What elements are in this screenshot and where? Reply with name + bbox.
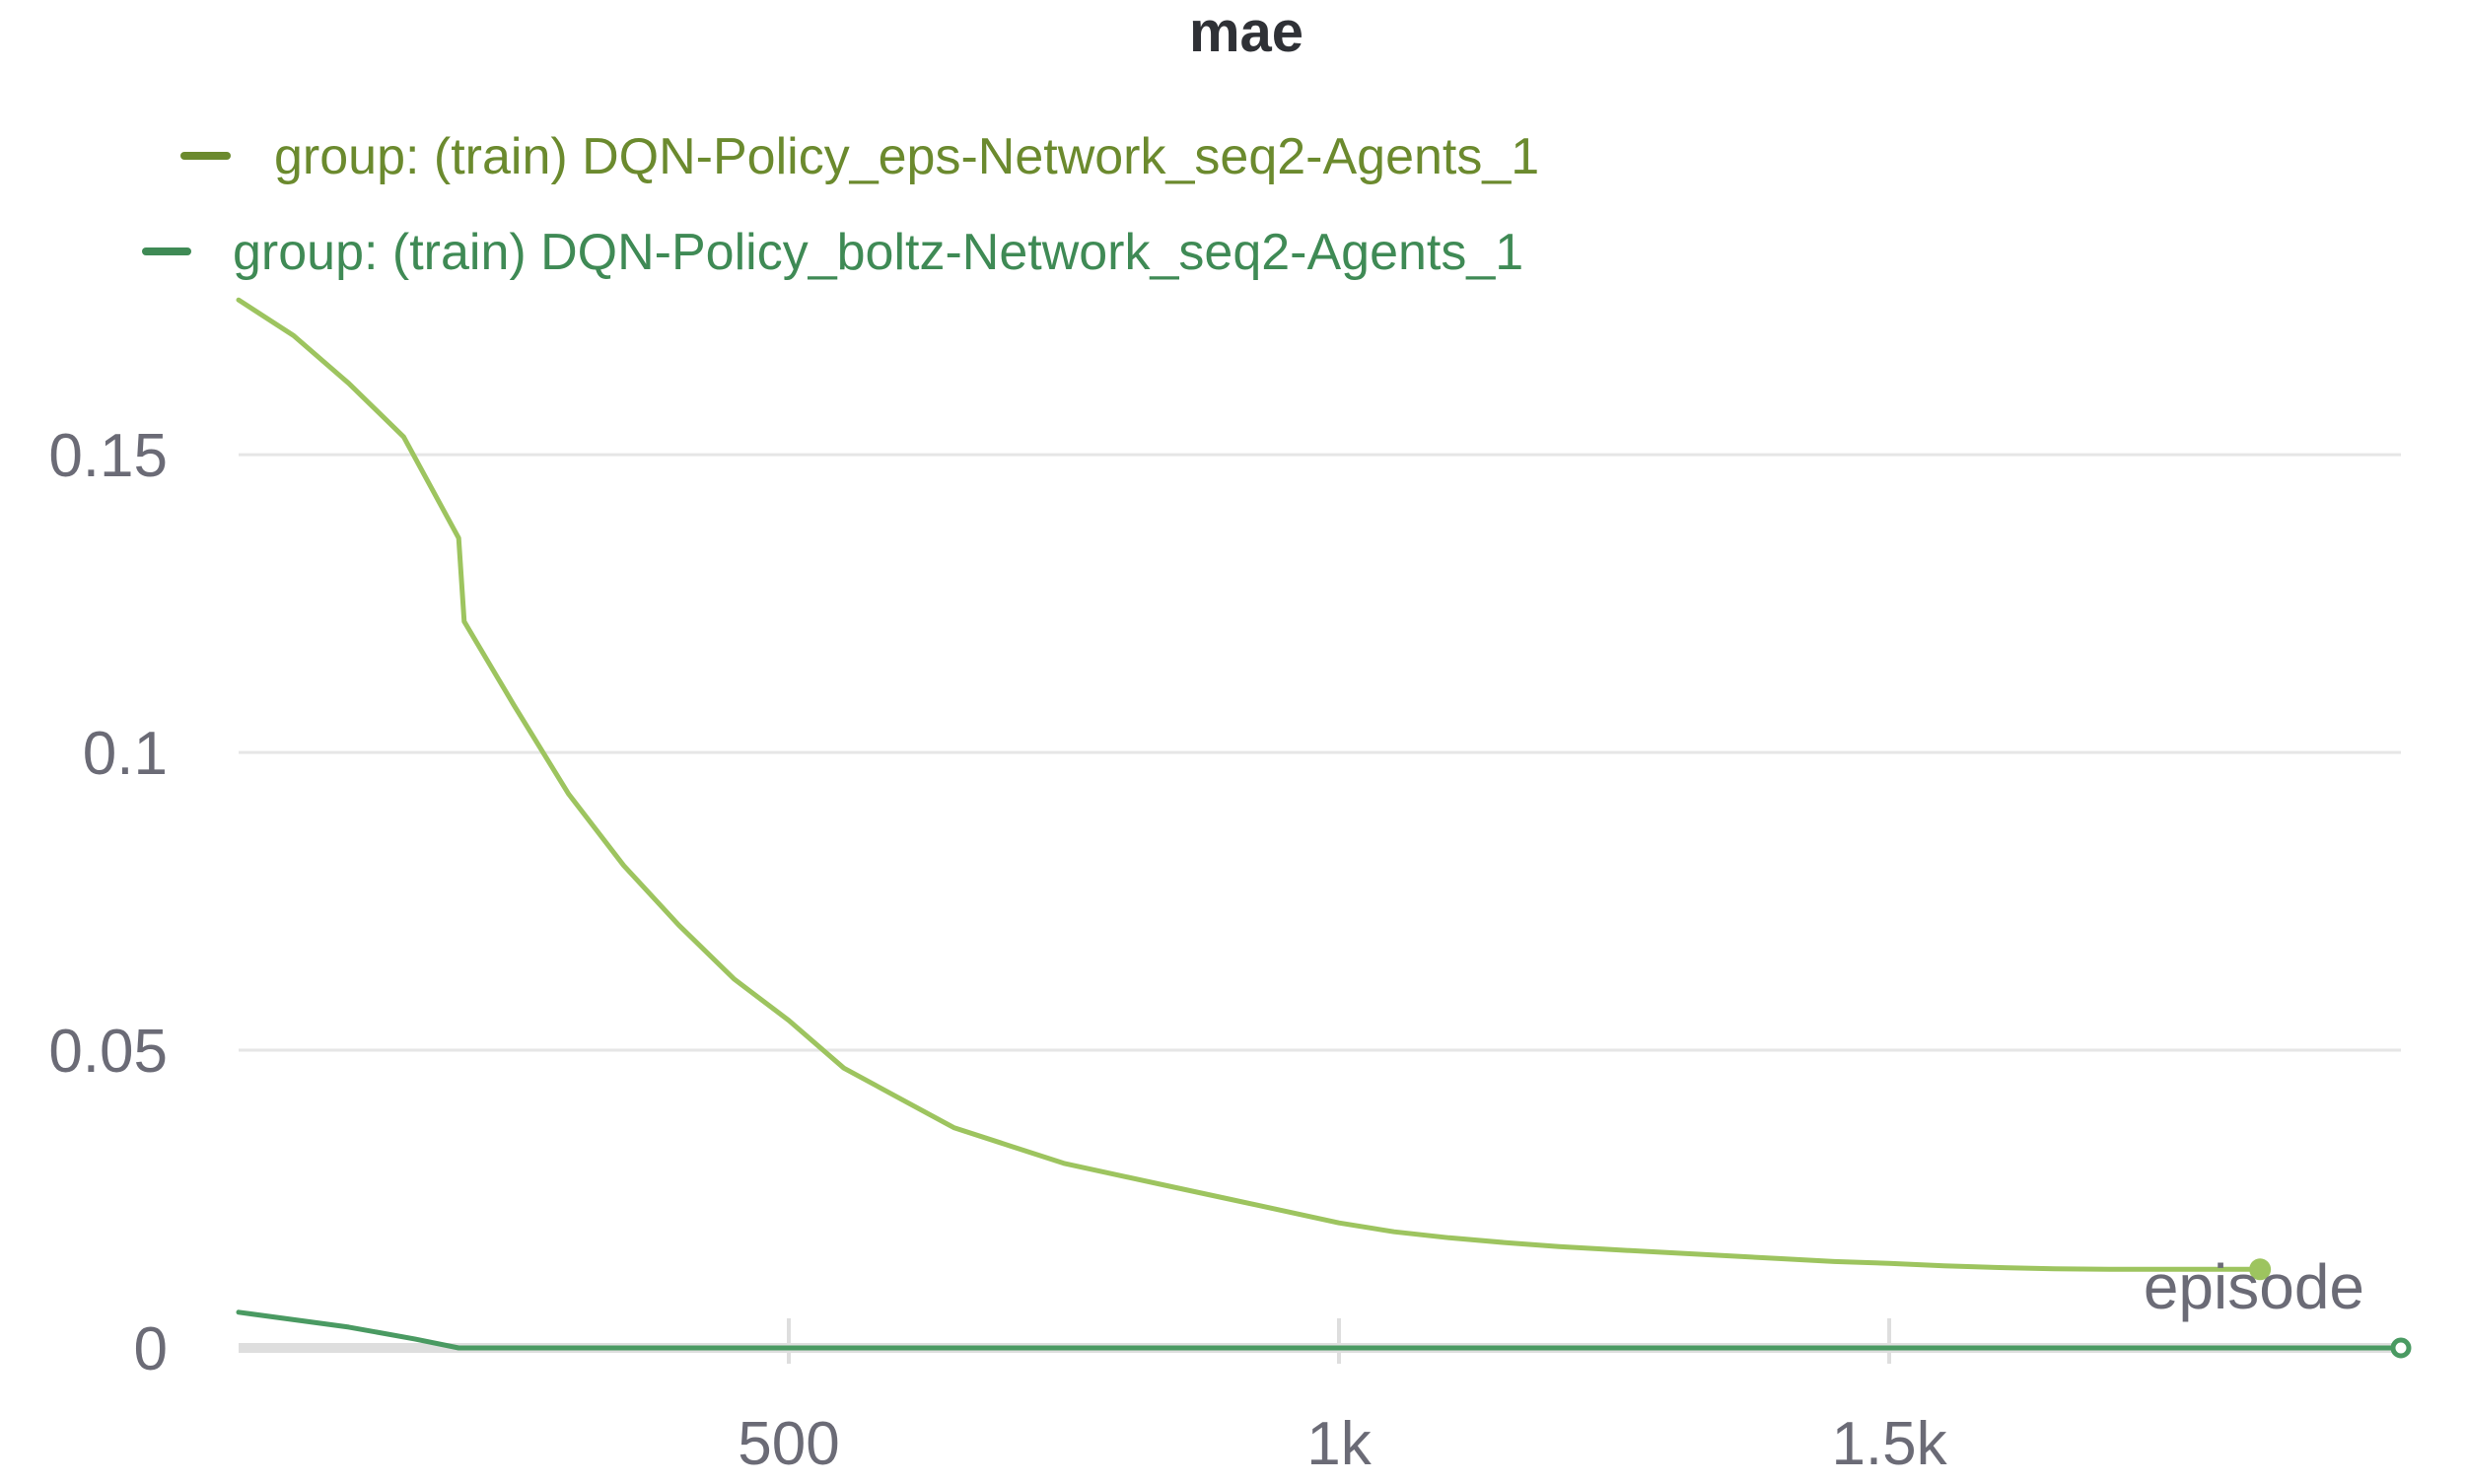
legend-label-1: group: (train) DQN-Policy_eps-Network_se… <box>274 128 1539 185</box>
x-tick-label: 500 <box>738 1410 839 1478</box>
x-tick-label: 1.5k <box>1831 1410 1947 1478</box>
y-tick-label: 0 <box>134 1315 168 1383</box>
y-tick-label: 0.1 <box>83 720 168 788</box>
chart-title: mae <box>1189 0 1303 64</box>
series-line-2 <box>236 1309 2404 1351</box>
series-line-1 <box>236 297 2263 1272</box>
legend: group: (train) DQN-Policy_eps-Network_se… <box>142 128 1539 281</box>
y-tick-label: 0.05 <box>48 1018 168 1086</box>
x-tick-labels: 500 1k 1.5k <box>738 1410 1947 1478</box>
x-axis <box>239 1318 2401 1364</box>
x-axis-label: episode <box>2144 1251 2364 1322</box>
series-lines <box>236 297 2404 1351</box>
y-tick-labels: 0 0.05 0.1 0.15 <box>48 422 168 1383</box>
grid-lines <box>239 453 2401 1052</box>
end-markers <box>2249 1258 2412 1359</box>
legend-label-2: group: (train) DQN-Policy_boltz-Network_… <box>233 224 1523 281</box>
series-end-marker-2 <box>2390 1337 2412 1359</box>
x-tick-label: 1k <box>1306 1410 1372 1478</box>
series-end-marker-1 <box>2249 1258 2272 1281</box>
y-tick-label: 0.15 <box>48 422 168 490</box>
